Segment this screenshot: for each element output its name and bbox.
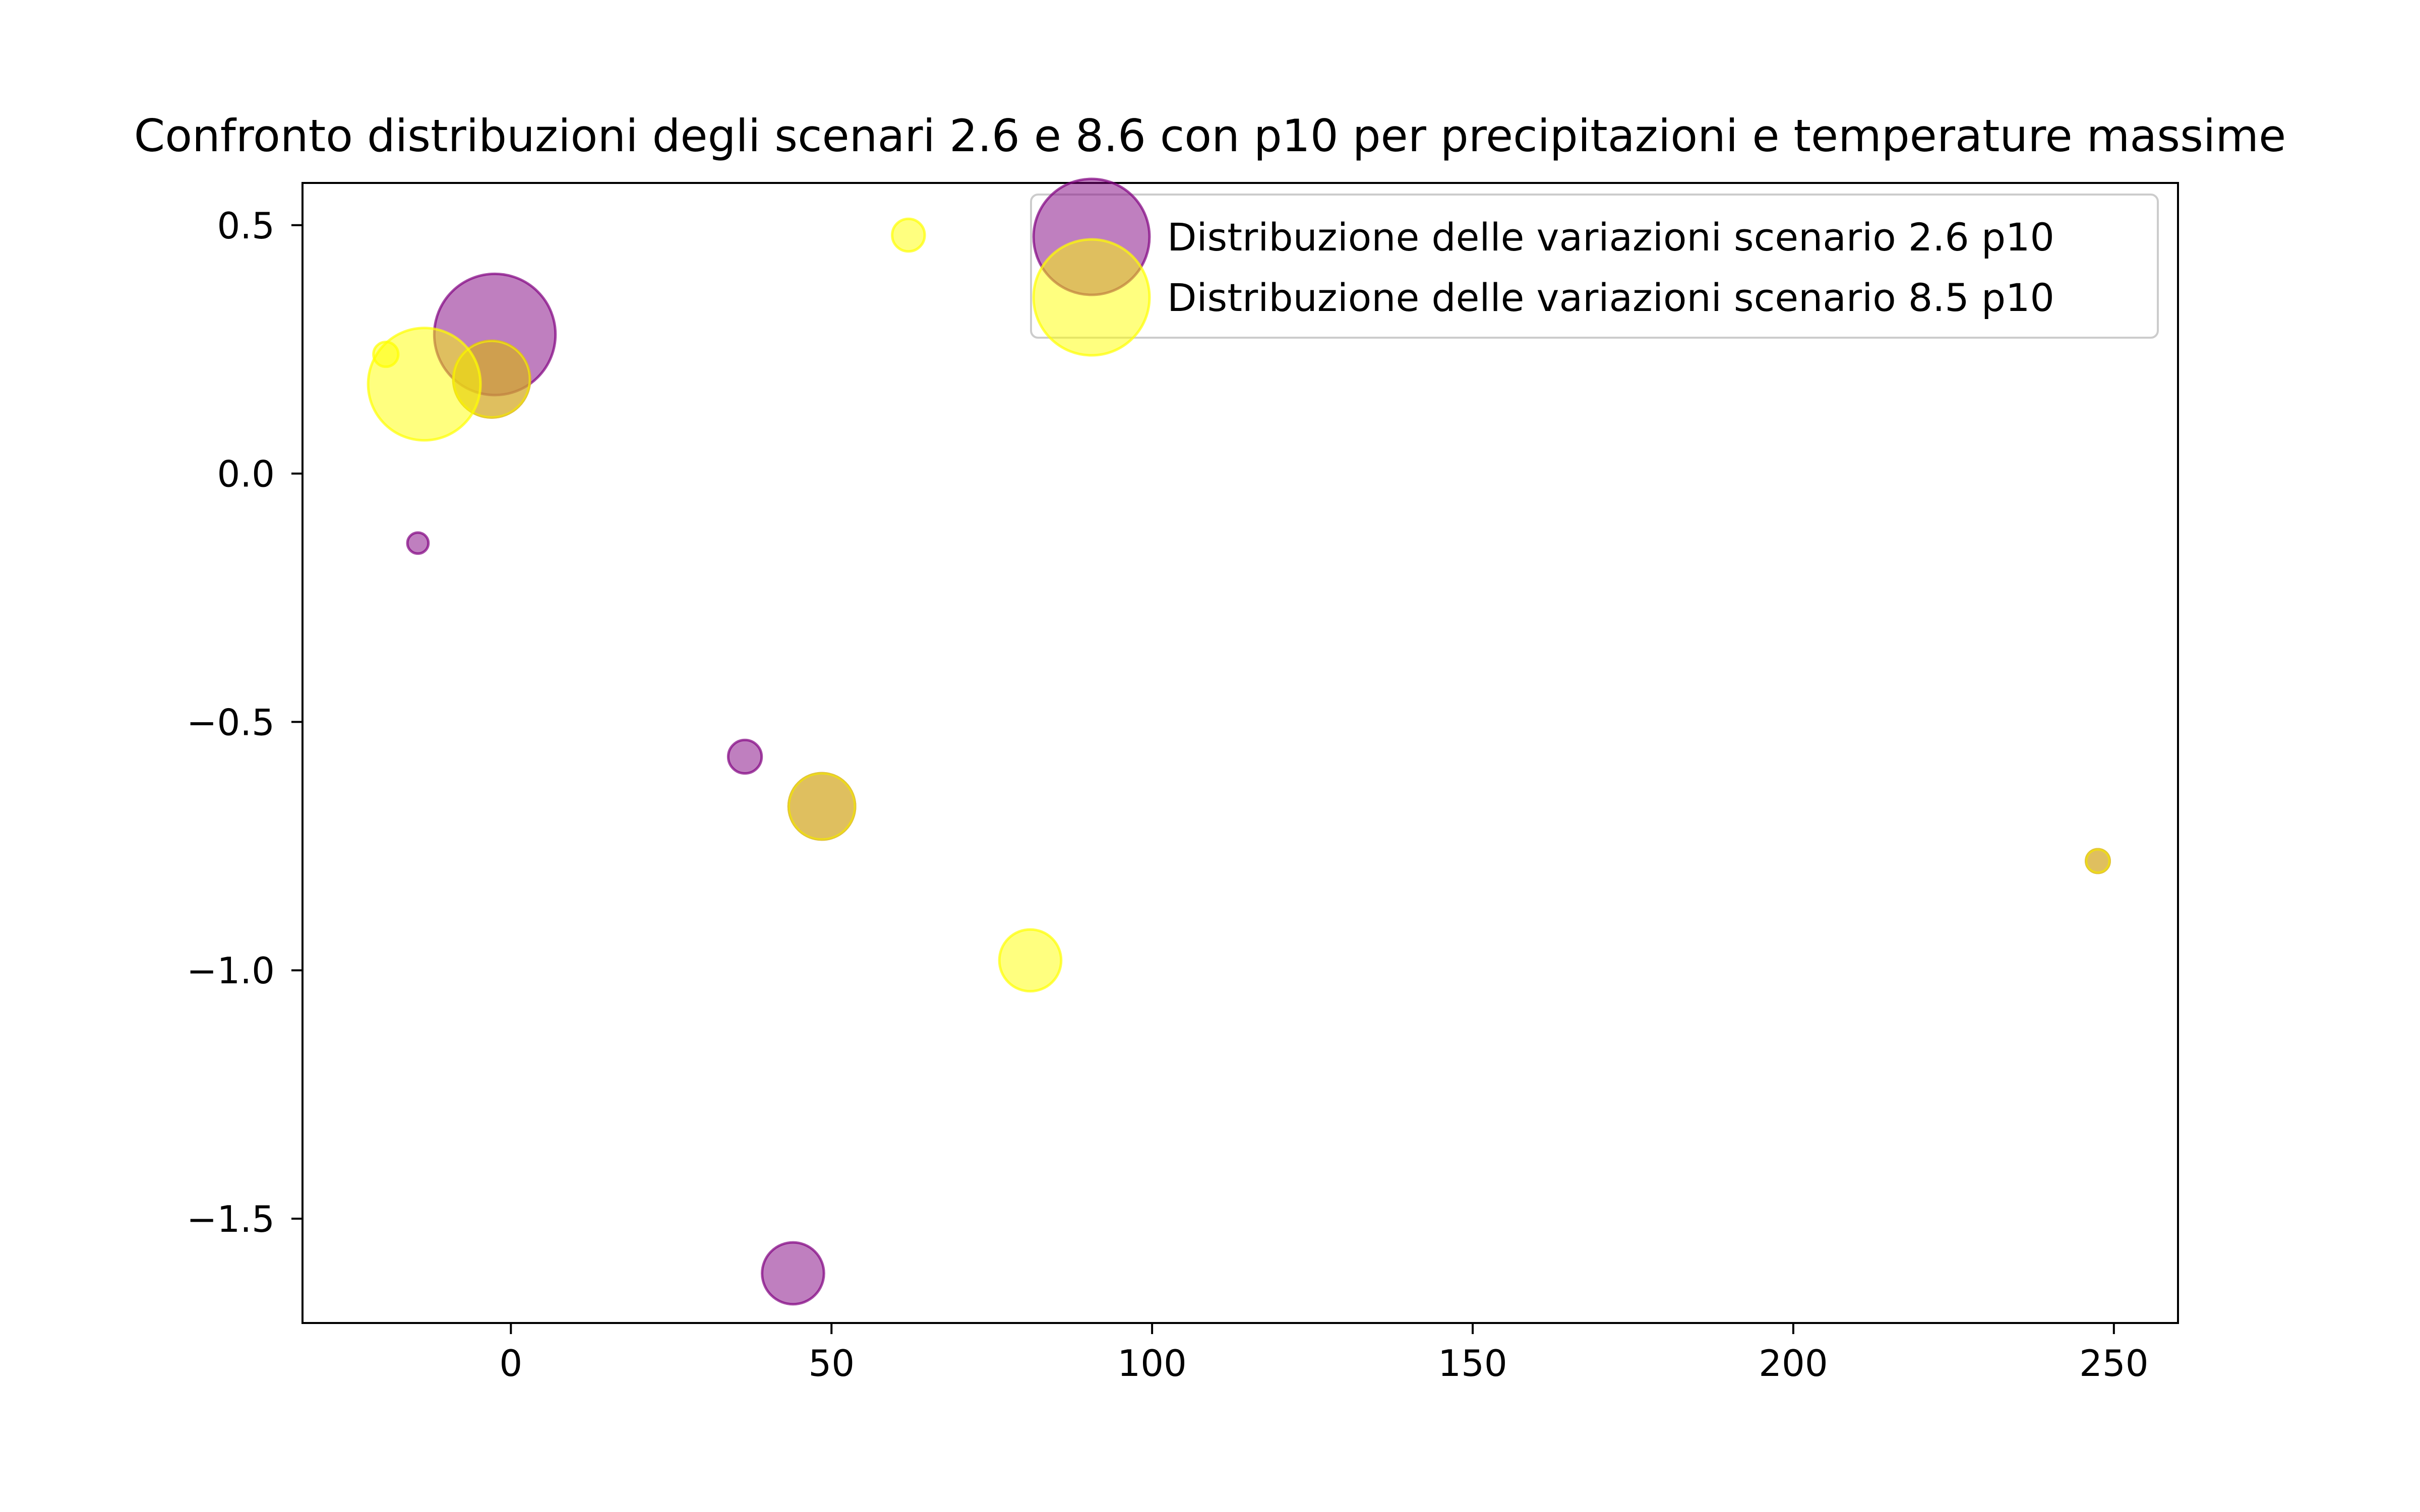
legend: Distribuzione delle variazioni scenario … [1030, 177, 2159, 357]
x-tick-label: 100 [1117, 1342, 1186, 1384]
point-s1-4 [761, 1241, 825, 1306]
axes-frame [301, 182, 2179, 1324]
x-tick-label: 200 [1759, 1342, 1828, 1384]
point-s1-3 [727, 738, 763, 775]
y-tick-label: −1.0 [187, 950, 275, 992]
series-1 [406, 272, 2111, 1306]
point-s2-7 [2085, 848, 2111, 874]
y-axis: 0.5 0.0 −0.5 −1.0 −1.5 [187, 205, 302, 1240]
point-s2-4 [998, 928, 1063, 993]
point-s2-5 [452, 339, 531, 419]
x-tick-label: 150 [1438, 1342, 1507, 1384]
point-s1-2 [406, 531, 430, 555]
legend-box [1030, 194, 2159, 339]
point-s2-3 [891, 217, 926, 253]
legend-label-2: Distribuzione delle variazioni scenario … [1167, 275, 2054, 320]
y-tick-label: 0.0 [217, 453, 275, 495]
point-s2-6 [787, 772, 857, 841]
x-tick-label: 0 [499, 1342, 522, 1384]
plot-area [367, 217, 2111, 1306]
legend-marker-2 [1032, 238, 1151, 357]
x-axis: 0 50 100 150 200 250 [499, 1323, 2149, 1384]
y-tick-label: −1.5 [187, 1198, 275, 1240]
x-tick-label: 250 [2079, 1342, 2148, 1384]
y-tick-label: 0.5 [217, 205, 275, 247]
y-tick-label: −0.5 [187, 701, 275, 743]
point-s2-2 [372, 340, 400, 368]
series-2 [367, 217, 2111, 993]
x-tick-label: 50 [808, 1342, 855, 1384]
legend-label-1: Distribuzione delle variazioni scenario … [1167, 215, 2054, 260]
chart-title: Confronto distribuzioni degli scenari 2.… [134, 110, 2286, 162]
